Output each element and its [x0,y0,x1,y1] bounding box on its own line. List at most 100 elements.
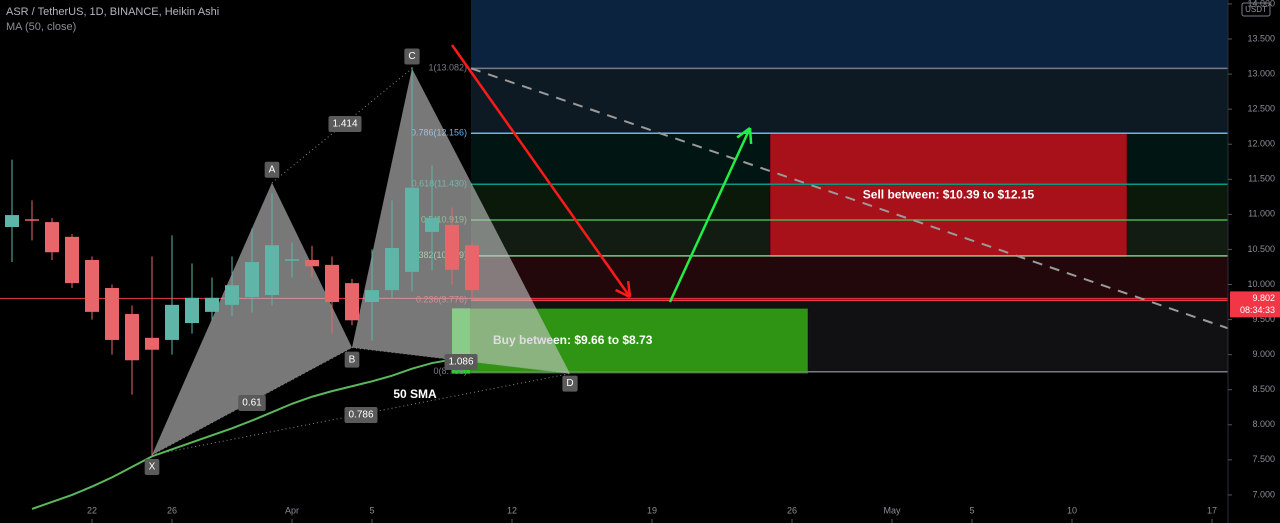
y-tick-label: 13.500 [1247,33,1275,43]
fib-band [471,68,1228,134]
candle-body [425,217,439,232]
arrow-head [615,288,631,299]
x-tick-label: 10 [1067,505,1077,515]
pattern-ratio-label: 0.786 [344,407,378,423]
pattern-triangle [352,68,570,374]
y-tick-label: 8.500 [1252,384,1275,394]
candle-body [65,236,79,284]
pattern-point-label-bg [562,375,578,392]
currency-tag [1241,2,1271,17]
y-tick-label: 13.000 [1247,68,1275,78]
arrow [668,127,752,303]
y-tick-label: 9.500 [1252,314,1275,324]
x-tick-label: 19 [647,505,657,515]
candle-body [145,337,159,350]
candle-body [185,297,199,324]
fib-band-top [471,0,1228,69]
fib-label: 0(8.756) [433,366,467,376]
pattern-point-label: C [404,48,420,65]
candle-body [165,304,179,340]
pattern-point-label-text: A [269,164,276,175]
x-tick-label: 12 [507,505,517,515]
arrow-head [626,280,632,298]
pattern-ratio-label: 0.61 [238,395,266,411]
pattern-ratio-label-text: 1.414 [332,119,357,130]
projection-line [470,67,1263,341]
x-tick-label: 26 [787,505,797,515]
y-tick-label: 11.000 [1248,209,1275,219]
candle-body [265,245,279,296]
candle-body [45,222,59,253]
pattern-ratio-label-text: 1.086 [448,357,473,368]
candle-body [445,224,459,270]
pattern-ratio-label-text: 0.61 [242,398,262,409]
candle-body [5,215,19,227]
arrow-head [736,126,751,139]
fib-band [471,255,1228,301]
candle-body [465,245,479,291]
candle-body [205,297,219,312]
ma-label: 50 SMA [393,387,437,401]
y-tick-label: 11.500 [1248,174,1275,184]
x-tick-label: 26 [167,505,177,515]
candle-body [225,285,239,305]
price-axis [1228,0,1280,523]
pattern-point-label-bg [264,161,280,178]
pattern-point-label-bg [144,458,160,475]
pattern-ratio-label-bg [344,407,378,423]
candle-body [305,259,319,267]
y-tick-label: 14.000 [1247,0,1275,8]
candle-body [345,283,359,321]
candle-body [325,264,339,303]
chart-title: ASR / TetherUS, 1D, BINANCE, Heikin Ashi [6,6,219,18]
candle-body [385,248,399,291]
currency: USDT [1245,5,1267,14]
chart-subtitle: MA (50, close) [6,21,76,33]
x-tick-label: 5 [369,505,374,515]
y-tick-label: 12.000 [1247,139,1275,149]
pattern-point-label: A [264,161,280,178]
zone-label: Sell between: $10.39 to $12.15 [863,188,1035,202]
x-tick-label: 17 [1207,505,1217,515]
y-tick-label: 7.500 [1252,454,1275,464]
candle-body [285,259,299,261]
pattern-point-label: D [562,375,578,392]
pattern-ratio-label-bg [444,354,478,370]
y-tick-label: 8.000 [1252,419,1275,429]
y-tick-label: 9.000 [1252,349,1275,359]
pattern-ratio-label-bg [328,116,362,132]
arrow-head [748,127,753,145]
pattern-ratio-label-text: 0.786 [348,410,373,421]
candle-body [245,262,259,298]
x-tick-label: Apr [285,505,299,515]
pattern-triangle [152,182,352,455]
candle-body [25,219,39,221]
candle-body [105,288,119,340]
pattern-ratio-label: 1.414 [328,116,362,132]
pattern-point-label-text: X [149,462,156,473]
candle-body [405,187,419,272]
x-tick-label: 22 [87,505,97,515]
countdown: 08:34:33 [1240,305,1275,315]
y-tick-label: 12.500 [1247,104,1275,114]
x-tick-label: 5 [969,505,974,515]
last-price-label: 9.802 [1252,293,1275,303]
pattern-point-label: X [144,458,160,475]
y-tick-label: 10.500 [1247,244,1275,254]
last-price-tag [1230,291,1280,318]
x-tick-label: May [883,505,901,515]
pattern-point-label-bg [404,48,420,65]
arrow [450,44,632,298]
candle-body [85,259,99,312]
y-tick-label: 7.000 [1252,489,1275,499]
zone-box [769,133,1128,258]
pattern-ratio-label-bg [238,395,266,411]
pattern-point-label-bg [344,351,360,368]
candle-body [365,290,379,303]
candle-body [125,313,139,361]
pattern-point-label: B [344,351,360,368]
y-tick-label: 10.000 [1247,279,1275,289]
pattern-point-label-text: C [408,51,415,62]
